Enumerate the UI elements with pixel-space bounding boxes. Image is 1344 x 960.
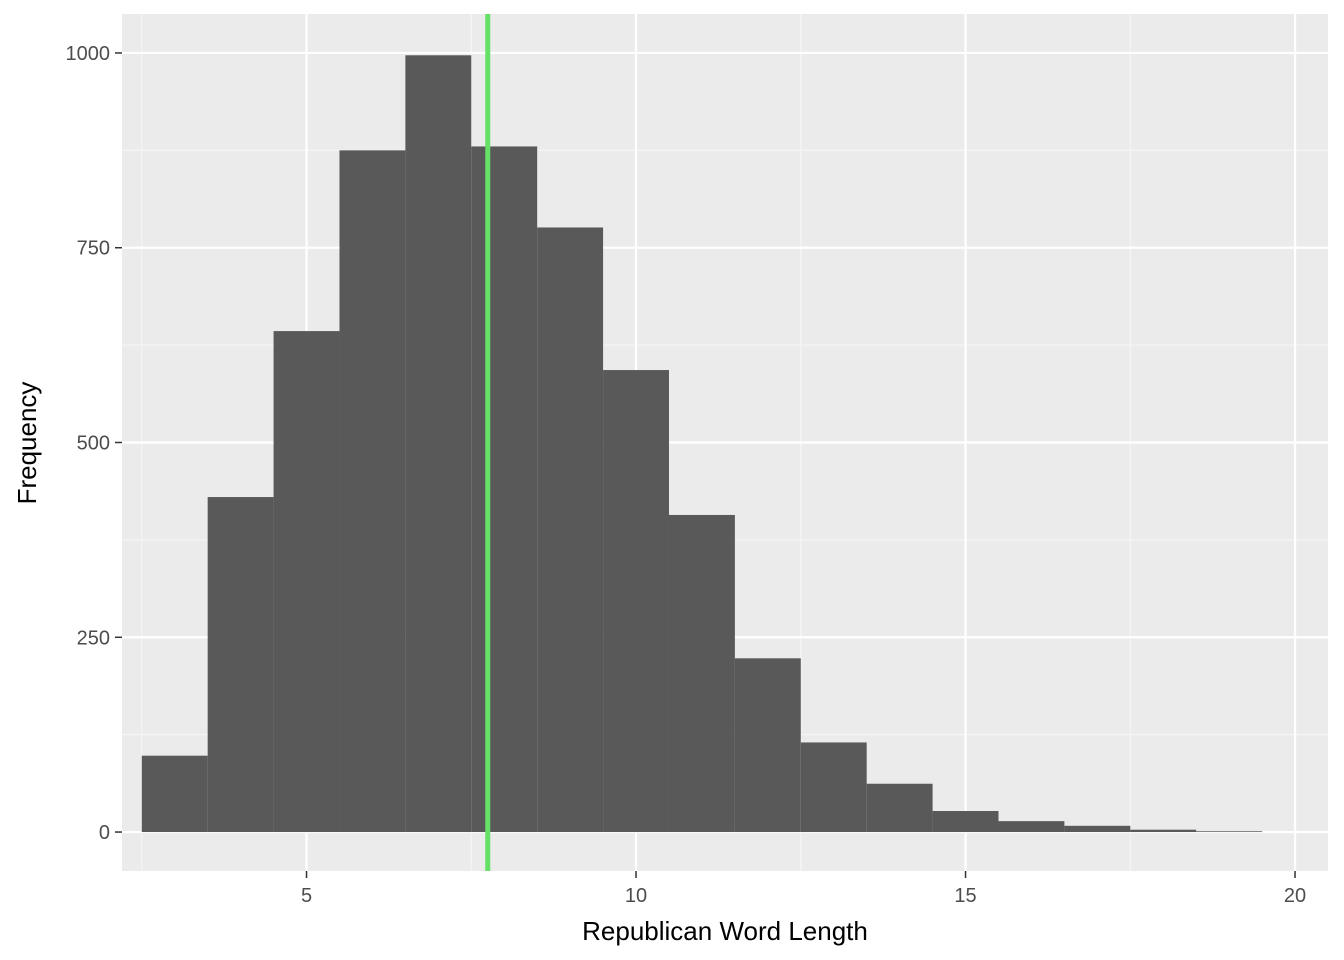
histogram-bar bbox=[1064, 825, 1131, 833]
y-tick-label: 500 bbox=[77, 433, 110, 455]
y-axis: 0 250 500 750 1000 bbox=[66, 43, 122, 844]
histogram-bar bbox=[339, 150, 406, 833]
histogram-bar bbox=[603, 370, 669, 833]
x-axis: 5 10 15 20 bbox=[301, 871, 1306, 907]
histogram-bar bbox=[1196, 831, 1263, 833]
y-tick-label: 750 bbox=[77, 238, 110, 260]
histogram-bar bbox=[998, 821, 1065, 833]
histogram-bar bbox=[800, 742, 867, 833]
histogram-bar bbox=[668, 514, 735, 833]
histogram-bar bbox=[405, 55, 472, 833]
histogram-bar bbox=[273, 331, 340, 833]
y-tick-label: 250 bbox=[77, 627, 110, 649]
histogram-bar bbox=[866, 783, 933, 833]
histogram-bars bbox=[141, 55, 1263, 833]
histogram-bar bbox=[932, 811, 999, 833]
histogram-bar bbox=[471, 146, 538, 833]
x-tick-label: 20 bbox=[1284, 885, 1306, 907]
x-axis-title: Republican Word Length bbox=[582, 916, 868, 946]
histogram-bar bbox=[207, 497, 274, 833]
histogram-bar bbox=[141, 755, 208, 833]
histogram-bar bbox=[734, 658, 801, 833]
y-axis-title: Frequency bbox=[12, 382, 42, 505]
histogram-bar bbox=[1130, 829, 1197, 833]
x-tick-label: 15 bbox=[954, 885, 976, 907]
histogram-bar bbox=[537, 227, 604, 833]
y-tick-label: 0 bbox=[99, 822, 110, 844]
x-tick-label: 10 bbox=[625, 885, 647, 907]
x-tick-label: 5 bbox=[301, 885, 312, 907]
y-tick-label: 1000 bbox=[66, 43, 111, 65]
